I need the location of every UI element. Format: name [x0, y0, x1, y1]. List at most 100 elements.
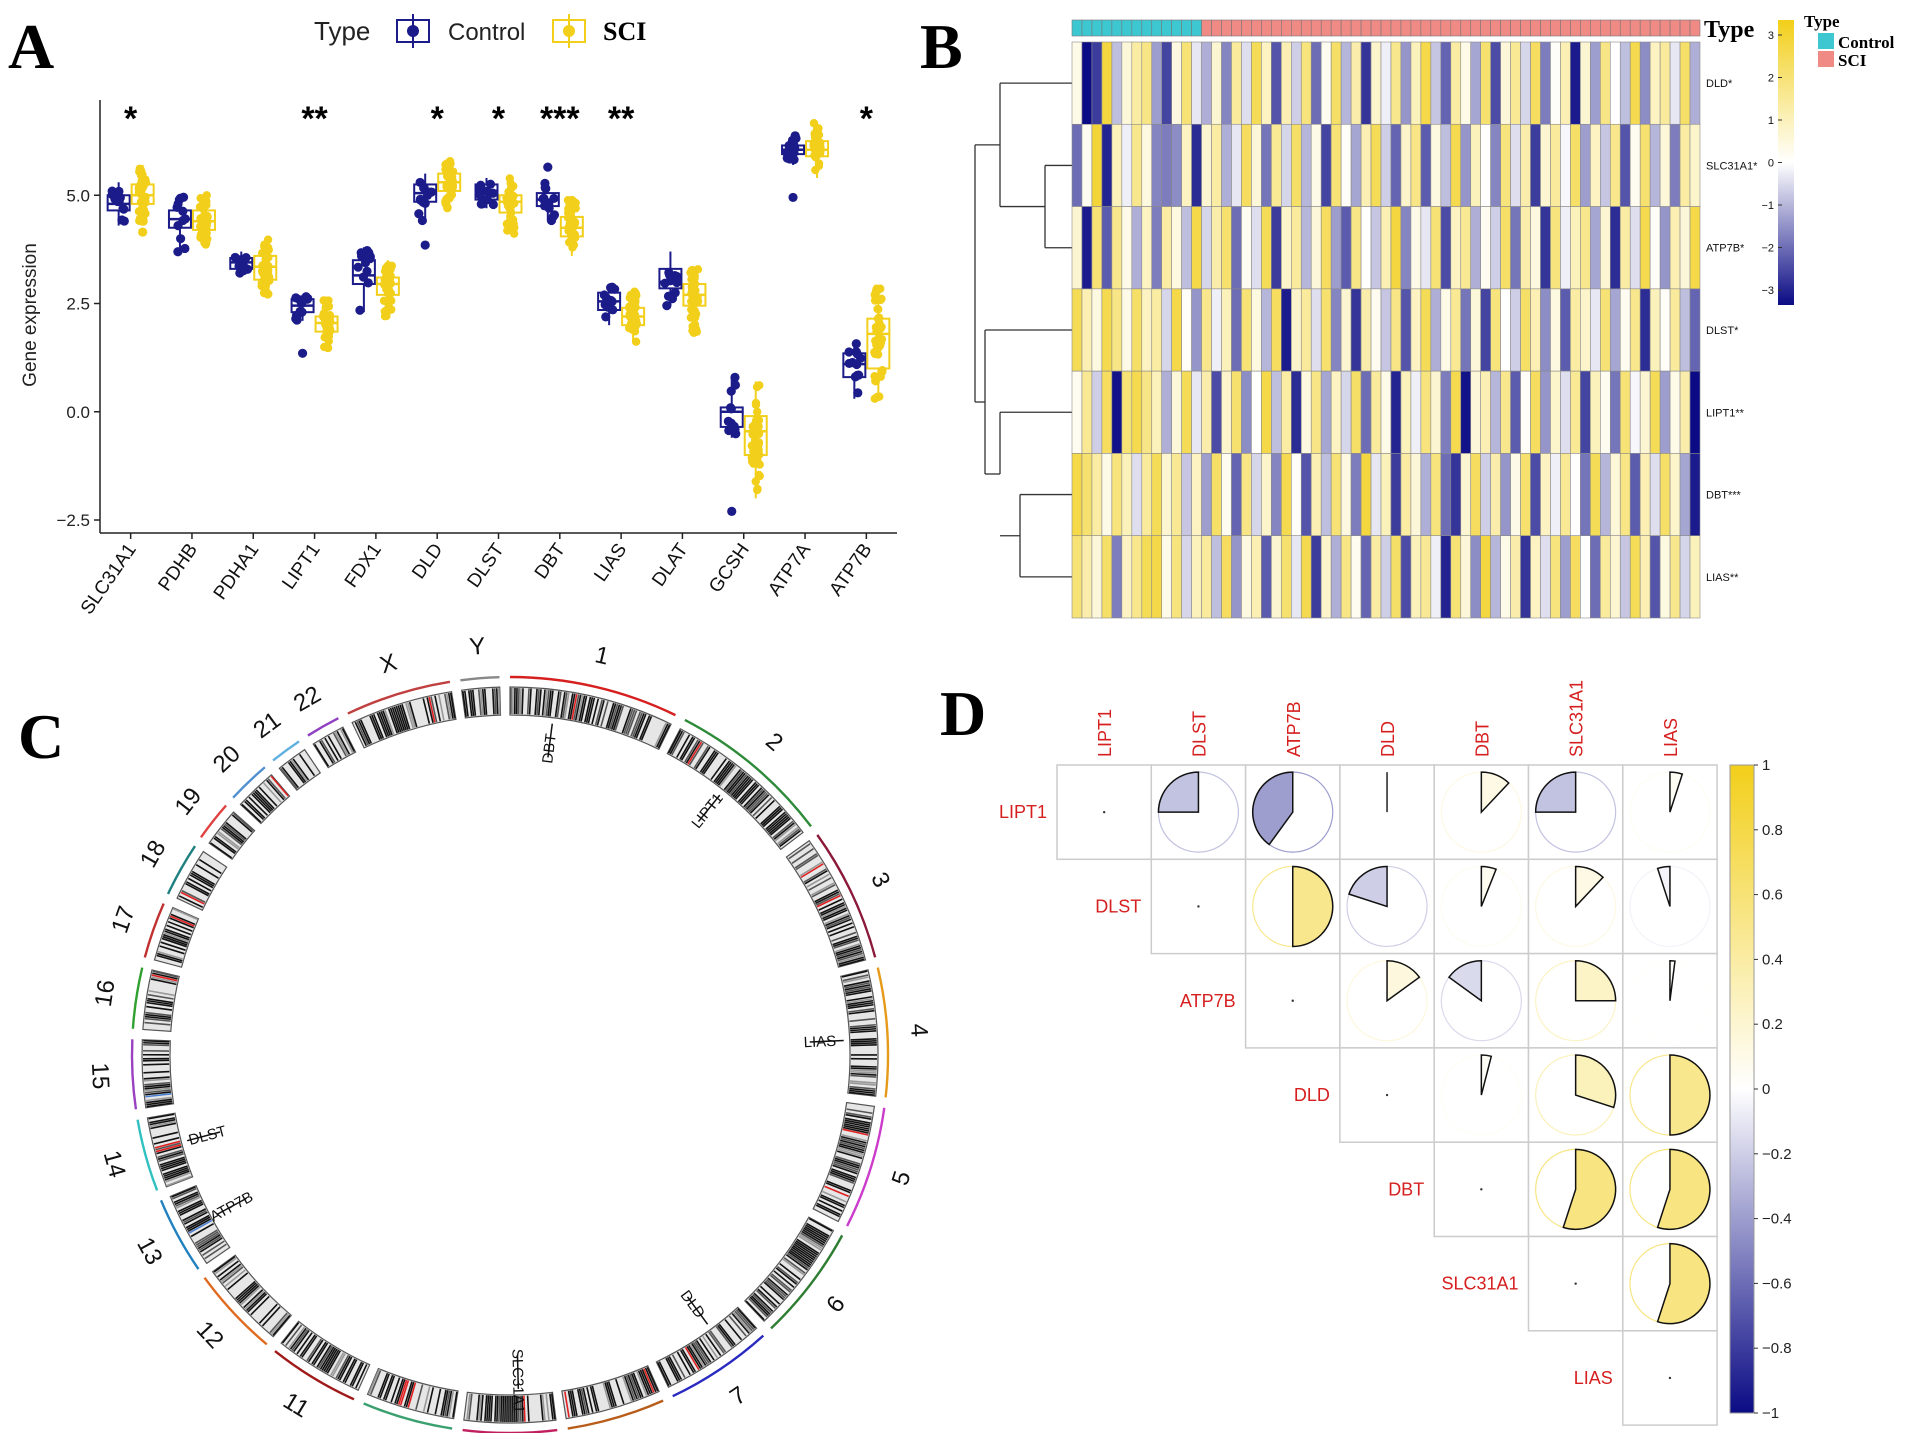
cytoband — [528, 688, 532, 715]
heatmap-cell — [1231, 206, 1242, 290]
heatmap-cell — [1251, 123, 1262, 207]
cytoband — [167, 920, 193, 932]
cytoband — [523, 1395, 526, 1422]
cytoband — [800, 1232, 824, 1248]
heatmap-cell — [1520, 206, 1531, 290]
cytoband — [625, 709, 636, 735]
cytoband — [792, 1244, 815, 1261]
cytoband — [825, 916, 851, 928]
x-tick-label-LIPT1: LIPT1 — [278, 540, 324, 594]
cytoband — [407, 1382, 417, 1408]
heatmap-cell — [1081, 288, 1093, 372]
cytoband — [815, 891, 840, 905]
chromosome-label-X: X — [377, 649, 400, 680]
cytoband — [836, 1150, 863, 1160]
cytoband — [762, 808, 784, 828]
legend-a-control-label: Control — [448, 19, 525, 46]
annotation-sci — [1221, 19, 1232, 37]
cytoband — [153, 1136, 180, 1145]
heatmap-cell — [1350, 370, 1362, 454]
cytoband — [148, 1113, 175, 1120]
cytoband — [162, 1165, 188, 1176]
cytoband — [468, 1393, 473, 1420]
cytoband — [734, 1310, 753, 1332]
chromosome-label-22: 22 — [289, 681, 326, 718]
cytoband — [161, 937, 187, 948]
sci-LIPT1-point — [320, 342, 329, 352]
cytoband — [806, 1222, 830, 1237]
cytoband — [587, 697, 596, 724]
cytoband — [395, 705, 406, 732]
heatmap-cell — [1550, 206, 1561, 290]
cytoband — [146, 1102, 173, 1108]
heatmap-cell — [1430, 453, 1442, 537]
cytoband — [545, 689, 550, 717]
heatmap-cell — [1410, 41, 1422, 125]
heatmap-cell — [1101, 123, 1113, 207]
sci-LIPT1-point — [319, 309, 328, 318]
annotation-sci — [1669, 19, 1681, 37]
corr-scale-tick-label: 0.4 — [1762, 951, 1783, 968]
heatmap-cell — [1560, 123, 1571, 207]
heatmap-cell — [1619, 206, 1631, 290]
cytoband — [692, 1342, 709, 1365]
cytoband — [757, 1288, 778, 1308]
cytoband — [150, 1122, 177, 1130]
cytoband — [164, 928, 190, 939]
heatmap-cell — [1101, 41, 1113, 125]
chromosome-label-2: 2 — [760, 727, 788, 756]
heatmap-cell — [1530, 535, 1541, 619]
cytoband — [144, 1021, 171, 1026]
heatmap-cell — [1629, 535, 1641, 619]
cytoband — [740, 784, 760, 805]
heatmap-cell — [1131, 370, 1143, 454]
control-LIPT1-point — [291, 314, 301, 324]
control-ATP7A-point — [781, 147, 792, 158]
cytoband — [149, 1120, 176, 1128]
heatmap-cell — [1151, 206, 1163, 290]
cytoband — [150, 978, 177, 986]
heatmap-cell — [1679, 41, 1691, 125]
cytoband — [462, 690, 467, 717]
cytoband — [224, 1269, 246, 1287]
heatmap-cell — [1171, 41, 1182, 125]
heatmap-cell — [1171, 123, 1182, 207]
heatmap-cell — [1191, 206, 1202, 290]
corr-row-label-LIAS: LIAS — [1574, 1368, 1613, 1388]
sci-PDHB-point — [202, 221, 211, 230]
cytoband — [805, 1224, 829, 1239]
cytoband — [563, 692, 570, 719]
cytoband — [547, 690, 552, 717]
heatmap-cell — [1071, 535, 1083, 619]
heatmap-cell — [1091, 370, 1103, 454]
heatmap-cell — [1300, 206, 1312, 290]
cytoband — [846, 995, 873, 1002]
cytoband — [845, 990, 872, 997]
heatmap-cell — [1679, 123, 1691, 207]
heatmap-cell — [1101, 370, 1113, 454]
cytoband — [337, 1355, 351, 1380]
cytoband — [183, 1209, 207, 1224]
cytoband — [840, 1137, 867, 1146]
heatmap-cell — [1191, 370, 1202, 454]
cytoband — [496, 1395, 499, 1422]
legend-b-control-swatch — [1818, 33, 1834, 49]
heatmap-cell — [1450, 41, 1462, 125]
cytoband — [165, 1172, 191, 1183]
heatmap-cell — [1131, 453, 1143, 537]
heatmap-cell — [1390, 288, 1402, 372]
cytoband — [829, 1173, 855, 1185]
cytoband — [844, 984, 871, 991]
cytoband — [576, 1389, 584, 1415]
chromosome-label-6: 6 — [821, 1291, 851, 1318]
cytoband — [469, 690, 475, 717]
cytoband — [534, 688, 538, 715]
control-DLAT-point — [672, 271, 682, 282]
heatmap-cell — [1261, 453, 1272, 537]
cytoband — [144, 1083, 171, 1088]
cytoband — [160, 941, 186, 951]
corr-col-label-DBT: DBT — [1472, 721, 1492, 757]
annotation-sci — [1400, 19, 1412, 37]
sci-FDX1-point — [387, 296, 396, 305]
cytoband — [779, 830, 801, 848]
